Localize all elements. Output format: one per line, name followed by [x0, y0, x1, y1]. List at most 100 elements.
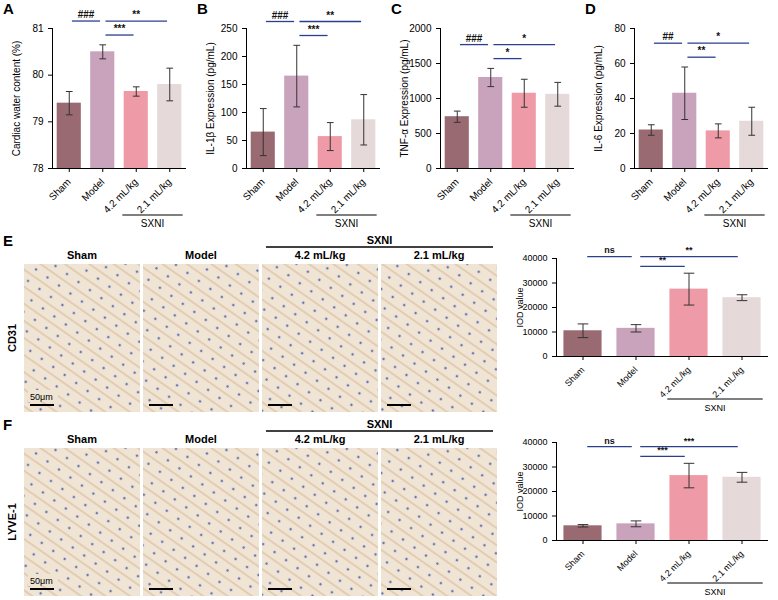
svg-text:4.2 mL/kg: 4.2 mL/kg [489, 176, 528, 215]
svg-text:60: 60 [614, 58, 626, 69]
svg-text:Sham: Sham [629, 176, 655, 202]
svg-text:0: 0 [232, 163, 238, 174]
html-text:B: B [197, 0, 208, 17]
svg-text:SXNI: SXNI [704, 403, 725, 413]
svg-text:150: 150 [221, 79, 238, 90]
svg-text:80: 80 [614, 23, 626, 34]
svg-text:1500: 1500 [409, 58, 432, 69]
svg-text:2.1 mL/kg: 2.1 mL/kg [710, 365, 745, 400]
svg-text:*: * [716, 31, 720, 42]
svg-text:0: 0 [620, 163, 626, 174]
svg-text:###: ### [466, 33, 483, 44]
svg-text:TNF-α Expression (pg/mL): TNF-α Expression (pg/mL) [399, 39, 410, 157]
svg-text:10000: 10000 [522, 327, 547, 337]
svg-text:Model: Model [661, 176, 688, 203]
svg-text:CD31: CD31 [6, 324, 18, 352]
svg-text:Sham: Sham [67, 433, 97, 445]
svg-text:2.1 mL/kg: 2.1 mL/kg [135, 176, 174, 215]
svg-text:IL-1β Expression (pg/mL): IL-1β Expression (pg/mL) [205, 42, 216, 154]
svg-text:SXNI: SXNI [704, 587, 725, 597]
svg-text:2.1 mL/kg: 2.1 mL/kg [717, 176, 756, 215]
svg-text:Sham: Sham [563, 365, 587, 389]
svg-text:ns: ns [604, 436, 615, 446]
svg-text:**: ** [326, 10, 334, 21]
svg-text:###: ### [272, 10, 289, 21]
svg-text:40000: 40000 [522, 437, 547, 447]
svg-text:Model: Model [615, 549, 639, 573]
svg-text:LYVE-1: LYVE-1 [6, 503, 18, 541]
svg-text:4.2 mL/kg: 4.2 mL/kg [295, 433, 346, 445]
svg-text:**: ** [685, 245, 693, 255]
svg-text:SXNI: SXNI [367, 234, 393, 246]
svg-text:2.1 mL/kg: 2.1 mL/kg [523, 176, 562, 215]
svg-text:**: ** [698, 45, 706, 56]
svg-text:81: 81 [32, 23, 44, 34]
html-text:A: A [3, 0, 14, 17]
svg-text:Cardiac water content (%): Cardiac water content (%) [11, 41, 22, 157]
svg-text:4.2 mL/kg: 4.2 mL/kg [101, 176, 140, 215]
svg-text:SXNI: SXNI [529, 218, 552, 229]
svg-text:1000: 1000 [409, 93, 432, 104]
svg-text:*: * [522, 33, 526, 44]
svg-text:SXNI: SXNI [723, 218, 746, 229]
svg-text:4.2 mL/kg: 4.2 mL/kg [295, 176, 334, 215]
svg-text:4.2 mL/kg: 4.2 mL/kg [657, 365, 692, 400]
svg-text:50μm: 50μm [30, 392, 53, 402]
svg-text:2.1 mL/kg: 2.1 mL/kg [414, 433, 465, 445]
svg-text:Model: Model [467, 176, 494, 203]
svg-text:250: 250 [221, 23, 238, 34]
svg-text:4.2 mL/kg: 4.2 mL/kg [683, 176, 722, 215]
svg-text:***: *** [684, 436, 695, 446]
svg-text:30000: 30000 [522, 278, 547, 288]
svg-text:20: 20 [614, 128, 626, 139]
svg-text:100: 100 [221, 107, 238, 118]
svg-text:2000: 2000 [409, 23, 432, 34]
svg-text:2.1 mL/kg: 2.1 mL/kg [329, 176, 368, 215]
svg-text:Model: Model [185, 433, 217, 445]
svg-text:Model: Model [185, 249, 217, 261]
svg-text:Model: Model [79, 176, 106, 203]
svg-text:***: *** [114, 23, 126, 34]
svg-text:Sham: Sham [563, 549, 587, 573]
svg-text:***: *** [308, 24, 320, 35]
svg-text:*: * [506, 47, 510, 58]
svg-text:2.1 mL/kg: 2.1 mL/kg [414, 249, 465, 261]
svg-text:10000: 10000 [522, 511, 547, 521]
svg-text:78: 78 [32, 163, 44, 174]
svg-text:**: ** [659, 255, 667, 265]
svg-text:30000: 30000 [522, 462, 547, 472]
svg-text:SXNI: SXNI [335, 218, 358, 229]
svg-text:4.2 mL/kg: 4.2 mL/kg [295, 249, 346, 261]
svg-text:200: 200 [221, 51, 238, 62]
svg-text:2.1 mL/kg: 2.1 mL/kg [710, 549, 745, 584]
svg-text:##: ## [662, 31, 674, 42]
svg-text:Model: Model [273, 176, 300, 203]
svg-text:0: 0 [542, 535, 547, 545]
svg-text:40000: 40000 [522, 253, 547, 263]
svg-text:IOD value: IOD value [515, 471, 525, 511]
svg-text:50μm: 50μm [30, 576, 53, 586]
svg-text:###: ### [78, 9, 95, 20]
svg-text:Sham: Sham [47, 176, 73, 202]
svg-text:Sham: Sham [435, 176, 461, 202]
svg-text:Sham: Sham [67, 249, 97, 261]
svg-text:0: 0 [426, 163, 432, 174]
svg-text:ns: ns [604, 245, 615, 255]
svg-text:80: 80 [32, 69, 44, 80]
svg-text:***: *** [657, 445, 668, 455]
svg-text:4.2 mL/kg: 4.2 mL/kg [657, 549, 692, 584]
svg-text:20000: 20000 [522, 486, 547, 496]
svg-text:IOD value: IOD value [515, 287, 525, 327]
svg-text:20000: 20000 [522, 302, 547, 312]
svg-text:SXNI: SXNI [141, 218, 164, 229]
svg-text:SXNI: SXNI [367, 418, 393, 430]
svg-text:IL-6 Expression (pg/mL): IL-6 Expression (pg/mL) [593, 45, 604, 152]
svg-text:79: 79 [32, 116, 44, 127]
svg-text:**: ** [132, 9, 140, 20]
svg-text:500: 500 [415, 128, 432, 139]
svg-text:Model: Model [615, 365, 639, 389]
svg-text:Sham: Sham [241, 176, 267, 202]
svg-text:50: 50 [226, 135, 238, 146]
svg-text:40: 40 [614, 93, 626, 104]
svg-text:0: 0 [542, 351, 547, 361]
